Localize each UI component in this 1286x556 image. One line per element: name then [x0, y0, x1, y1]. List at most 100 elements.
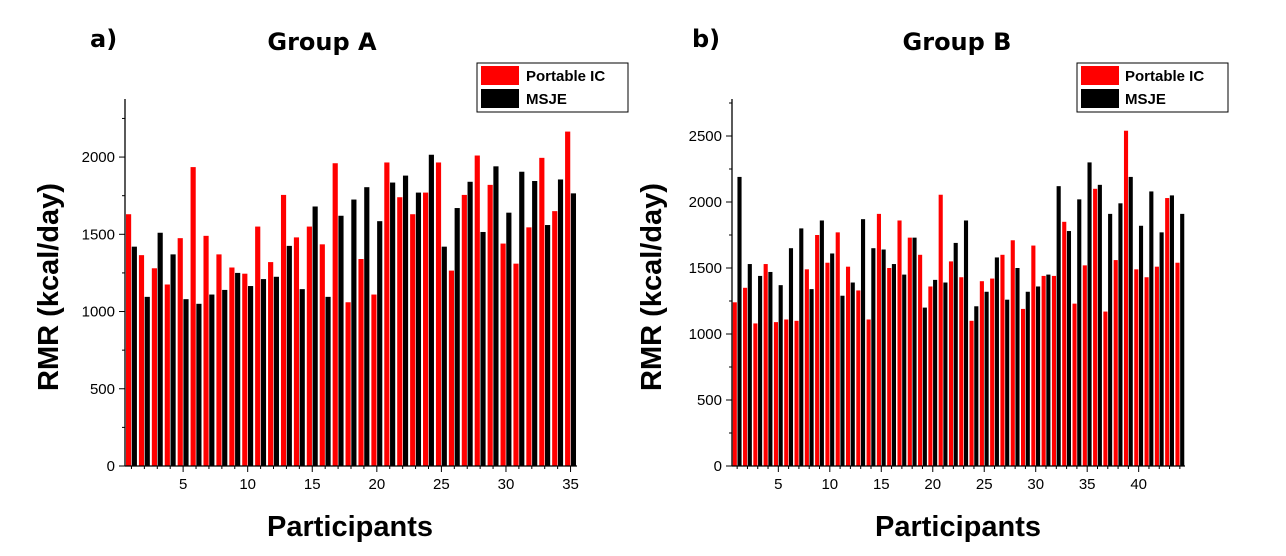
panel-a-bar-portable-ic-18: [345, 302, 351, 466]
panel-b-legend: Portable IC MSJE: [1076, 62, 1229, 113]
panel-a-bar-portable-ic-10: [242, 273, 248, 466]
panel-b-bar-portable-ic-34: [1072, 303, 1077, 466]
panel-b-x-tick-label-20: 20: [924, 476, 941, 493]
panel-b-x-tick-label-35: 35: [1079, 476, 1096, 493]
panel-b-bar-portable-ic-2: [743, 287, 748, 466]
panel-a-y-tick-label-2000: 2000: [82, 149, 115, 166]
panel-a-legend-swatch-msje: [481, 89, 519, 108]
panel-b-title: Group B: [903, 28, 1012, 56]
panel-b-bar-msje-37: [1108, 213, 1113, 466]
panel-b-bar-portable-ic-37: [1103, 311, 1108, 466]
panel-a-legend: Portable IC MSJE: [476, 62, 629, 113]
panel-b-bar-msje-32: [1056, 186, 1061, 466]
panel-a-bar-msje-25: [441, 246, 447, 466]
panel-a-bar-msje-2: [144, 296, 150, 466]
panel-b-bar-portable-ic-36: [1093, 188, 1098, 467]
panel-a-bar-portable-ic-4: [164, 284, 170, 466]
panel-a-bar-portable-ic-17: [332, 163, 338, 467]
panel-a-bar-msje-26: [454, 208, 460, 467]
panel-b-bar-msje-18: [912, 237, 917, 466]
panel-b-bar-portable-ic-8: [804, 269, 809, 466]
panel-b-bar-msje-33: [1066, 231, 1072, 466]
panel-a-bar-portable-ic-2: [138, 255, 145, 466]
panel-b-y-tick-label-1000: 1000: [689, 326, 722, 343]
panel-b-bar-msje-8: [809, 289, 814, 466]
panel-b-bar-msje-9: [819, 220, 824, 466]
panel-b-bar-msje-19: [922, 307, 927, 466]
panel-b-bar-msje-41: [1149, 191, 1154, 466]
panel-b-bar-portable-ic-20: [928, 286, 933, 466]
panel-a-bar-msje-24: [428, 154, 434, 466]
panel-a-bar-portable-ic-19: [358, 259, 364, 466]
panel-b-bar-portable-ic-23: [959, 277, 964, 466]
panel-b-bar-portable-ic-14: [866, 319, 871, 466]
panel-b-plot: 0 500 1000 1500 2000 2500 5 10 15 20 25 30 35 40: [689, 99, 1185, 493]
panel-b-bar-msje-22: [953, 242, 958, 466]
panel-a-bar-msje-10: [247, 286, 254, 466]
panel-b-legend-swatch-msje: [1081, 89, 1119, 108]
panel-a-bar-portable-ic-29: [487, 184, 493, 466]
panel-a-bar-msje-9: [235, 272, 241, 466]
panel-b-bar-portable-ic-22: [948, 261, 954, 466]
panel-a-bar-portable-ic-35: [565, 131, 571, 466]
panel-a-bar-portable-ic-9: [229, 267, 235, 466]
panel-b-bar-portable-ic-32: [1051, 275, 1057, 466]
panel-a-bar-msje-27: [467, 181, 473, 466]
panel-b-bar-msje-38: [1118, 203, 1123, 466]
panel-a-bar-portable-ic-5: [177, 238, 183, 466]
panel-b-bar-msje-28: [1015, 268, 1020, 466]
panel-a-bar-msje-5: [183, 299, 189, 466]
panel-b-bar-portable-ic-18: [907, 237, 912, 466]
panel-b-y-tick-label-2000: 2000: [689, 194, 722, 211]
panel-a-bar-msje-6: [196, 303, 202, 466]
panel-a-bar-portable-ic-16: [319, 244, 325, 466]
panel-a-bar-portable-ic-23: [410, 214, 416, 466]
panel-b-bar-portable-ic-21: [938, 194, 943, 467]
panel-a-bar-msje-16: [325, 296, 331, 466]
panel-a-bar-msje-23: [415, 192, 422, 466]
panel-a-bar-msje-13: [286, 245, 292, 466]
panel-b-bar-portable-ic-27: [1000, 254, 1005, 466]
panel-a-bar-msje-11: [260, 279, 267, 466]
panel-a-legend-label-msje: MSJE: [526, 91, 567, 108]
panel-a-bar-portable-ic-28: [474, 155, 480, 466]
panel-a-bar-msje-31: [519, 171, 525, 467]
panel-a-x-tick-label-25: 25: [433, 476, 450, 493]
panel-a-x-tick-label-35: 35: [562, 476, 579, 493]
panel-b-bar-portable-ic-33: [1062, 221, 1067, 466]
panel-b-y-tick-label-0: 0: [714, 458, 722, 475]
panel-a-legend-swatch-portable-ic: [481, 66, 519, 85]
panel-a-bar-portable-ic-27: [461, 194, 467, 466]
panel-a-bar-msje-12: [273, 276, 279, 466]
panel-b-bar-portable-ic-38: [1113, 260, 1118, 466]
panel-b-bar-portable-ic-7: [794, 320, 799, 466]
panel-a-bar-portable-ic-7: [203, 235, 209, 466]
panel-a-bar-msje-34: [557, 179, 564, 466]
panel-b-bar-portable-ic-6: [784, 319, 789, 466]
panel-b-y-tick-label-2500: 2500: [689, 128, 722, 145]
panel-b-bar-portable-ic-15: [876, 213, 881, 466]
panel-a-bar-msje-21: [390, 182, 396, 467]
panel-b-bar-msje-7: [799, 228, 804, 466]
panel-b-bar-msje-35: [1087, 162, 1092, 466]
panel-a-bar-msje-18: [351, 199, 357, 467]
panel-a-x-tick-label-30: 30: [498, 476, 515, 493]
panel-b-y-tick-label-500: 500: [697, 392, 722, 409]
panel-a-bar-portable-ic-12: [268, 262, 274, 466]
panel-a-bar-msje-8: [222, 289, 228, 466]
panel-b-bar-msje-5: [778, 285, 783, 466]
panel-b-bar-msje-43: [1169, 195, 1174, 466]
panel-b-bar-portable-ic-42: [1154, 266, 1159, 466]
panel-b-bar-portable-ic-13: [856, 290, 861, 466]
panel-a-bar-msje-19: [364, 187, 370, 466]
panel-b-bar-portable-ic-40: [1134, 269, 1139, 466]
panel-b-bar-msje-14: [871, 248, 876, 466]
panel-a-bar-msje-20: [377, 221, 383, 466]
panel-a-bar-portable-ic-30: [500, 243, 506, 466]
panel-a-bar-msje-1: [131, 246, 137, 466]
panel-a-bar-portable-ic-13: [280, 194, 287, 466]
panel-a-bar-portable-ic-3: [151, 268, 157, 466]
panel-b-bar-portable-ic-11: [835, 232, 840, 466]
panel-b-bar-portable-ic-5: [773, 322, 779, 466]
panel-a-bar-msje-32: [532, 181, 538, 466]
